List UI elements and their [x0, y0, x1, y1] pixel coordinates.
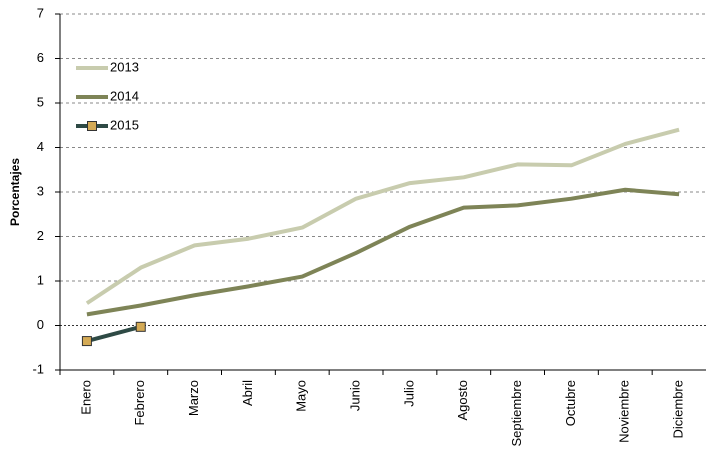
y-tick-label: 0: [37, 317, 44, 332]
y-axis-label: Porcentajes: [8, 158, 22, 226]
x-tick-label: Enero: [78, 380, 93, 415]
legend-marker: [87, 121, 97, 131]
x-tick-label: Diciembre: [671, 380, 686, 439]
series-line: [86, 324, 142, 344]
y-tick-label: 6: [37, 50, 44, 65]
x-tick-label: Julio: [401, 380, 416, 407]
marker: [81, 336, 92, 347]
x-tick-label: Octubre: [563, 380, 578, 426]
x-tick-label: Abril: [240, 380, 255, 406]
x-tick-label: Noviembre: [617, 380, 632, 443]
y-tick-label: 5: [37, 94, 44, 109]
x-tick-label: Marzo: [186, 380, 201, 416]
legend-label: 2014: [110, 88, 139, 103]
series-line: [86, 187, 680, 317]
y-tick-label: -1: [32, 361, 44, 376]
y-tick-label: 3: [37, 183, 44, 198]
legend-label: 2015: [110, 117, 139, 132]
x-tick-label: Febrero: [132, 380, 147, 426]
series-line: [85, 127, 680, 305]
marker: [135, 321, 146, 332]
y-tick-label: 1: [37, 272, 44, 287]
x-tick-label: Mayo: [294, 380, 309, 412]
x-tick-label: Junio: [348, 380, 363, 411]
y-tick-label: 7: [37, 5, 44, 20]
y-tick-label: 2: [37, 228, 44, 243]
y-tick-label: 4: [37, 139, 44, 154]
legend-label: 2013: [110, 59, 139, 74]
x-tick-label: Agosto: [455, 380, 470, 420]
x-tick-label: Septiembre: [509, 380, 524, 446]
